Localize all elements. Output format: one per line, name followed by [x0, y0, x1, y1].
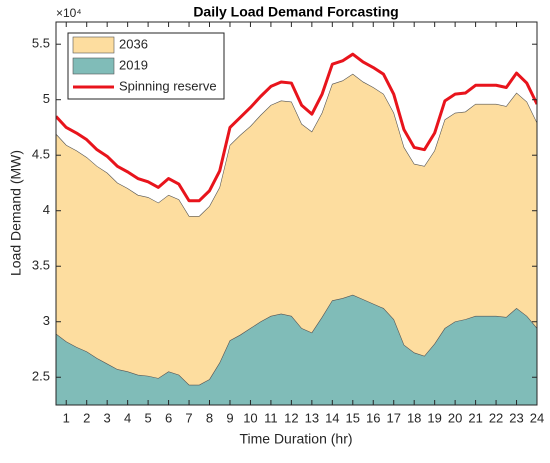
x-tick-label: 4 [124, 410, 131, 425]
x-tick-label: 6 [165, 410, 172, 425]
legend-label: 2019 [119, 57, 148, 72]
x-tick-label: 13 [305, 410, 319, 425]
y-exponent: ×10⁴ [56, 6, 82, 20]
x-tick-label: 22 [489, 410, 503, 425]
y-axis-label: Load Demand (MW) [8, 150, 24, 276]
x-tick-label: 17 [386, 410, 400, 425]
x-tick-label: 15 [346, 410, 360, 425]
x-tick-label: 10 [243, 410, 257, 425]
chart-title: Daily Load Demand Forcasting [193, 4, 398, 20]
x-tick-label: 3 [104, 410, 111, 425]
x-tick-label: 8 [206, 410, 213, 425]
x-tick-label: 16 [366, 410, 380, 425]
legend-swatch [72, 36, 115, 54]
x-tick-label: 5 [144, 410, 151, 425]
y-tick-label: 3 [43, 313, 50, 328]
area [56, 73, 537, 405]
legend-swatch [72, 57, 115, 75]
x-tick-label: 19 [427, 410, 441, 425]
area [56, 294, 537, 405]
x-tick-label: 7 [185, 410, 192, 425]
legend-label: Spinning reserve [119, 78, 217, 93]
y-tick-label: 4 [43, 202, 50, 217]
y-tick-label: 3.5 [32, 258, 50, 273]
x-tick-label: 1 [63, 410, 70, 425]
x-axis-label: Time Duration (hr) [239, 431, 352, 447]
x-tick-label: 12 [284, 410, 298, 425]
y-tick-label: 5.5 [32, 36, 50, 51]
x-tick-label: 23 [509, 410, 523, 425]
line [56, 52, 537, 203]
x-tick-label: 21 [468, 410, 482, 425]
x-tick-label: 24 [530, 410, 544, 425]
y-tick-label: 5 [43, 91, 50, 106]
y-tick-label: 2.5 [32, 369, 50, 384]
legend-label: 2036 [119, 36, 148, 51]
x-tick-label: 18 [407, 410, 421, 425]
plot-frame [55, 21, 538, 406]
x-tick-label: 9 [226, 410, 233, 425]
y-tick-label: 4.5 [32, 147, 50, 162]
x-tick-label: 20 [448, 410, 462, 425]
x-tick-label: 2 [83, 410, 90, 425]
x-tick-label: 14 [325, 410, 339, 425]
x-tick-label: 11 [264, 410, 278, 425]
